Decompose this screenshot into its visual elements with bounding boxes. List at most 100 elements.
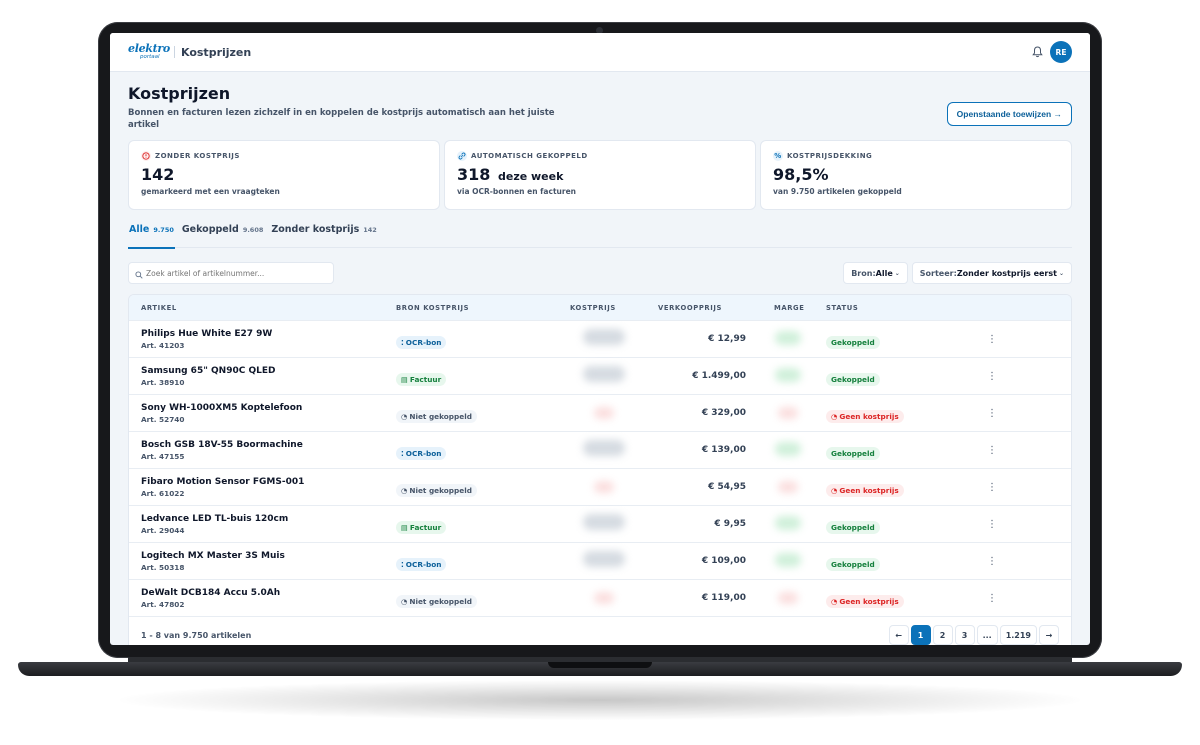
search-box[interactable] (128, 262, 334, 284)
laptop-hinge (128, 657, 1072, 664)
more-options-icon[interactable]: ⋮ (987, 481, 997, 493)
tab-all[interactable]: Alle 9.750 (128, 224, 175, 249)
assign-open-button[interactable]: Openstaande toewijzen → (946, 102, 1072, 126)
page-button[interactable]: 1.219 (999, 625, 1037, 645)
cost-price-blurred (594, 591, 614, 604)
search-input[interactable] (146, 268, 326, 278)
tab-count: 9.750 (153, 226, 174, 234)
more-options-icon[interactable]: ⋮ (987, 444, 997, 456)
article-name: Sony WH-1000XM5 Koptelefoon (141, 402, 303, 413)
article-number: Art. 41203 (141, 340, 185, 350)
page-button[interactable]: 2 (932, 625, 953, 645)
bell-icon[interactable] (1030, 45, 1044, 59)
table-row[interactable]: Philips Hue White E27 9W Art. 41203 ⁚ OCR-b… (129, 320, 1071, 357)
source-label: Niet gekoppeld (409, 596, 472, 606)
prev-page-button[interactable]: ← (888, 625, 909, 645)
logo-wordmark: elektro (128, 42, 170, 55)
stat-value-suffix: deze week (497, 170, 564, 183)
page-button[interactable]: 3 (954, 625, 975, 645)
article-name: Fibaro Motion Sensor FGMS-001 (141, 476, 305, 487)
cost-price-cell (564, 478, 644, 497)
source-cell: ▤ Factuur (396, 367, 564, 386)
more-options-icon[interactable]: ⋮ (987, 592, 997, 604)
status-badge: Gekoppeld (826, 335, 880, 349)
more-options-icon[interactable]: ⋮ (987, 555, 997, 567)
article-cell: Ledvance LED TL-buis 120cm Art. 29044 (129, 514, 396, 535)
more-options-icon[interactable]: ⋮ (987, 407, 997, 419)
more-options-icon[interactable]: ⋮ (987, 333, 997, 345)
top-bar: elektro portaal Kostprijzen RE (110, 33, 1090, 72)
column-header[interactable]: BRON KOSTPRIJS (396, 303, 470, 312)
article-cell: Sony WH-1000XM5 Koptelefoon Art. 52740 (129, 403, 396, 424)
article-cell: Fibaro Motion Sensor FGMS-001 Art. 61022 (129, 477, 396, 498)
source-cell: ⁚ OCR-bon (396, 441, 564, 460)
column-header[interactable]: KOSTPRIJS (570, 303, 616, 312)
stat-note: via OCR-bonnen en facturen (457, 187, 576, 196)
table-row[interactable]: Samsung 65" QN90C QLED Art. 38910 ▤ Factuur… (129, 357, 1071, 394)
more-options-icon[interactable]: ⋮ (987, 518, 997, 530)
status-label: Gekoppeld (831, 522, 875, 532)
chevron-down-icon: ⌄ (894, 269, 900, 277)
page-button[interactable]: 1 (910, 625, 931, 645)
cost-price-blurred (583, 329, 625, 345)
source-cell: ◔ Niet gekoppeld (396, 478, 564, 497)
margin-blurred (775, 330, 801, 345)
article-number: Art. 38910 (141, 377, 185, 387)
margin-cell (754, 441, 822, 460)
column-header[interactable]: VERKOOPPRIJS (658, 303, 723, 312)
article-number: Art. 52740 (141, 414, 185, 424)
margin-cell (754, 478, 822, 497)
margin-cell (754, 404, 822, 423)
link-icon (457, 151, 467, 161)
column-header[interactable]: STATUS (826, 303, 859, 312)
stat-label: AUTOMATISCH GEKOPPELD (471, 152, 588, 160)
table-row[interactable]: Bosch GSB 18V-55 Boormachine Art. 47155 ⁚ O… (129, 431, 1071, 468)
status-cell: Gekoppeld (822, 441, 982, 460)
margin-blurred (775, 367, 801, 382)
sort-dropdown[interactable]: Sorteer: Zonder kostprijs eerst ⌄ (911, 262, 1072, 284)
avatar[interactable]: RE (1050, 41, 1072, 63)
status-label: Gekoppeld (831, 448, 875, 458)
article-name: Samsung 65" QN90C QLED (141, 365, 276, 376)
cost-price-cell (564, 404, 644, 423)
article-number: Art. 61022 (141, 488, 185, 498)
table-row[interactable]: Sony WH-1000XM5 Koptelefoon Art. 52740 ◔ Ni… (129, 394, 1071, 431)
status-label: Gekoppeld (831, 559, 875, 569)
warning-icon: ◔ (831, 596, 838, 606)
stat-value: 318 (457, 165, 491, 184)
column-header[interactable]: ARTIKEL (141, 303, 177, 312)
tab-linked[interactable]: Gekoppeld 9.608 (181, 224, 265, 248)
margin-blurred (775, 441, 801, 456)
tab-no-cost[interactable]: Zonder kostprijs 142 (270, 224, 377, 248)
table-row[interactable]: Logitech MX Master 3S Muis Art. 50318 ⁚ OCR… (129, 542, 1071, 579)
stat-label: KOSTPRIJSDEKKING (787, 152, 873, 160)
articles-table: ARTIKEL BRON KOSTPRIJS KOSTPRIJS VERKOOP… (128, 294, 1072, 645)
percent-icon: % (773, 151, 783, 161)
sale-price: € 54,95 (708, 482, 746, 492)
warning-icon: ◔ (831, 411, 838, 421)
article-name: Philips Hue White E27 9W (141, 328, 273, 339)
stat-value: 98,5% (773, 165, 829, 184)
stat-card-auto-linked: AUTOMATISCH GEKOPPELD 318 deze week via … (444, 140, 756, 210)
table-row[interactable]: Fibaro Motion Sensor FGMS-001 Art. 61022 ◔… (129, 468, 1071, 505)
chevron-down-icon: ⌄ (1058, 269, 1064, 277)
table-row[interactable]: DeWalt DCB184 Accu 5.0Ah Art. 47802 ◔ Niet … (129, 579, 1071, 616)
margin-blurred (775, 515, 801, 530)
margin-cell (754, 330, 822, 349)
laptop-base (18, 662, 1182, 676)
status-cell: Gekoppeld (822, 552, 982, 571)
table-row[interactable]: Ledvance LED TL-buis 120cm Art. 29044 ▤ Fac… (129, 505, 1071, 542)
source-badge: ◔ Niet gekoppeld (396, 409, 477, 423)
source-filter-dropdown[interactable]: Bron: Alle ⌄ (843, 262, 908, 284)
brand-logo[interactable]: elektro portaal (128, 42, 170, 62)
tab-label: Gekoppeld (181, 224, 239, 235)
status-cell: ◔ Geen kostprijs (822, 478, 982, 497)
source-label: Niet gekoppeld (409, 411, 472, 421)
cost-price-cell (564, 366, 644, 386)
more-options-icon[interactable]: ⋮ (987, 370, 997, 382)
status-badge: ◔ Geen kostprijs (826, 483, 904, 497)
source-badge: ⁚ OCR-bon (396, 335, 447, 349)
next-page-button[interactable]: → (1039, 625, 1059, 645)
column-header[interactable]: MARGE (774, 303, 805, 312)
